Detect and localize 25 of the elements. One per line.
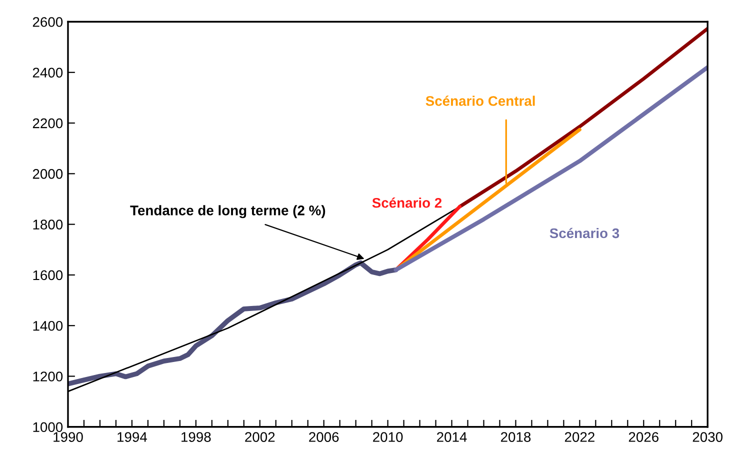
x-tick-label: 2014 [437, 432, 467, 442]
y-tick-label: 1600 [33, 270, 63, 280]
x-tick-label: 2022 [564, 432, 594, 442]
y-tick-label: 1400 [33, 320, 63, 331]
x-tick-label: 1994 [118, 432, 147, 442]
x-tick-label: 2030 [692, 432, 723, 442]
text: Scénario 3 [550, 228, 620, 238]
x-tick-label: 2010 [373, 432, 403, 442]
y-tick-label: 2200 [32, 118, 63, 128]
y-tick-label: 1800 [33, 220, 63, 230]
y-tick-label: 2000 [32, 169, 63, 179]
x-tick-label: 2002 [245, 432, 275, 442]
series-label: Scénario 2 [372, 197, 442, 208]
y-tick-label: 1200 [33, 372, 63, 382]
x-tick-label: 1990 [54, 432, 83, 442]
y-tick-label: 2600 [32, 17, 63, 27]
x-tick-label: 2026 [628, 432, 658, 442]
line-series [68, 260, 398, 386]
annotation: Tendance de long terme (2 %) [130, 205, 326, 218]
text: Scénario Central [426, 96, 535, 106]
x-tick-label: 2006 [309, 432, 339, 442]
y-tick-label: 2400 [32, 68, 63, 78]
y-tick-label: 1000 [33, 422, 63, 432]
x-tick-label: 2018 [500, 432, 531, 442]
x-tick-label: 1998 [182, 432, 211, 442]
